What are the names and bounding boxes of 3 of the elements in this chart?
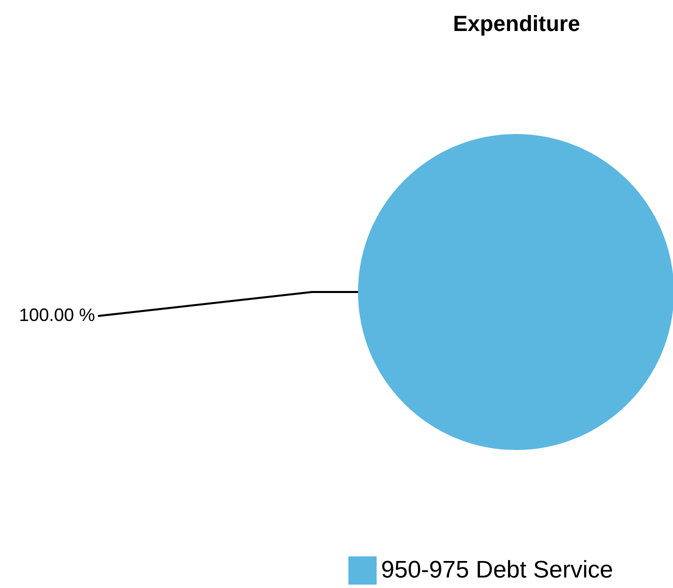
chart-title: Expenditure	[452, 11, 580, 36]
legend-label: 950-975 Debt Service	[381, 556, 614, 584]
data-label: 100.00 %	[18, 305, 95, 325]
